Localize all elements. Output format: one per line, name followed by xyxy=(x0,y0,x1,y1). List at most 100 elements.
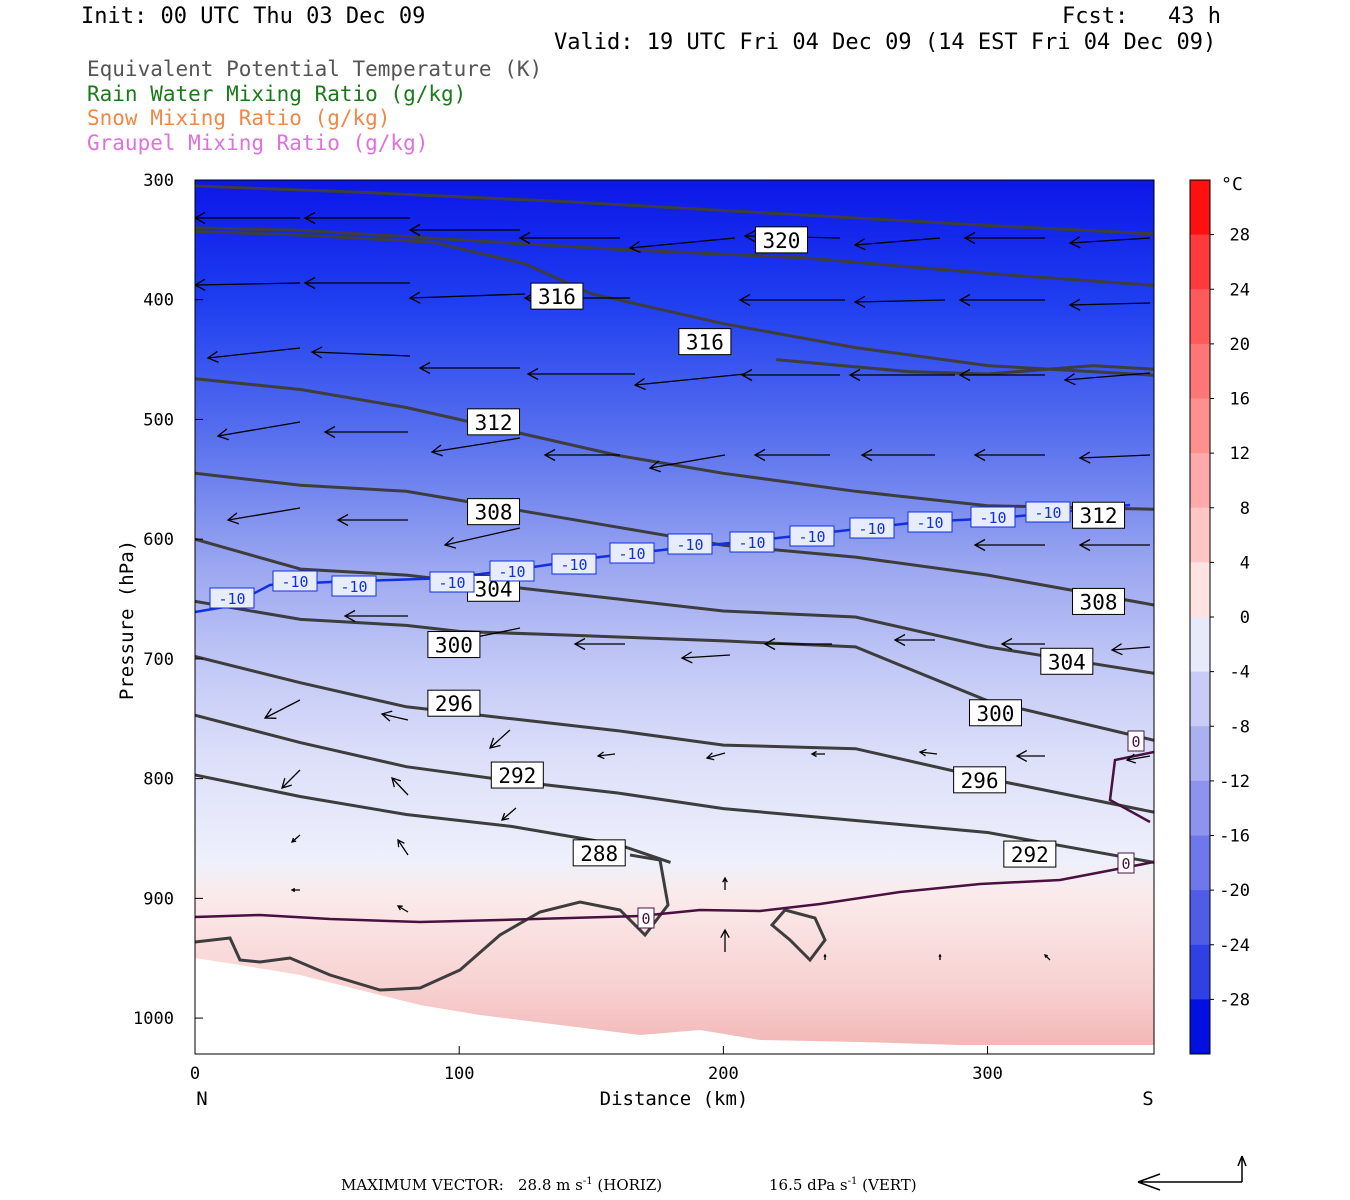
colorbar-label: 24 xyxy=(1230,280,1250,300)
wind-vector xyxy=(1125,753,1151,764)
contour-label-box xyxy=(530,282,584,310)
isotherm-label: -10 xyxy=(738,534,765,552)
colorbar-label: 4 xyxy=(1240,553,1250,573)
colorbar-label: 0 xyxy=(1240,608,1250,628)
y-tick-label: 600 xyxy=(143,530,174,550)
contour-label: 296 xyxy=(961,769,999,793)
wind-vector xyxy=(216,421,301,441)
contour-label-box xyxy=(1072,501,1126,529)
wind-vector xyxy=(633,373,746,391)
wind-vector xyxy=(303,276,410,290)
wind-vector xyxy=(573,637,625,651)
wind-vector xyxy=(848,368,955,382)
colorbar-label: 20 xyxy=(1230,335,1250,355)
contour-label: 316 xyxy=(686,331,724,355)
wind-vector xyxy=(408,291,526,304)
contour-label-box xyxy=(467,408,521,436)
contour-label: 296 xyxy=(435,692,473,716)
wind-vector xyxy=(408,223,520,237)
footer-vert-vector: 16.5 dPa s-1 (VERT) xyxy=(769,1176,917,1194)
isotherm-label-box xyxy=(1025,501,1071,523)
wind-vector xyxy=(973,448,1045,462)
wind-vector xyxy=(958,293,1045,307)
wind-vector xyxy=(380,710,409,722)
wind-vector xyxy=(206,347,301,363)
x-axis-label: Distance (km) xyxy=(600,1088,749,1110)
wind-vector xyxy=(1068,236,1151,249)
contour-label: 320 xyxy=(763,229,801,253)
contour-label: 312 xyxy=(1080,504,1118,528)
colorbar-unit: °C xyxy=(1221,174,1243,195)
colorbar-segment xyxy=(1190,398,1210,454)
theta-e-contour-308 xyxy=(195,471,1154,607)
wind-vector xyxy=(1000,637,1045,651)
colorbar-label: -4 xyxy=(1230,663,1250,683)
wind-vector xyxy=(853,295,946,308)
wind-vector xyxy=(290,887,300,893)
footer-max-vector-label: MAXIMUM VECTOR: xyxy=(341,1176,504,1194)
contour-label-box xyxy=(968,699,1022,727)
x-end-label-north: N xyxy=(196,1088,207,1110)
colorbar-segment xyxy=(1190,780,1210,836)
colorbar-segment xyxy=(1190,507,1210,563)
wind-vector xyxy=(738,293,845,307)
colorbar-segment xyxy=(1190,289,1210,345)
isotherm-label-box xyxy=(609,542,655,564)
y-tick-label: 700 xyxy=(143,650,174,670)
colorbar-segment xyxy=(1190,944,1210,1000)
wind-vector xyxy=(1044,954,1051,961)
isotherm-label: -10 xyxy=(798,528,825,546)
contour-label: 308 xyxy=(1080,590,1118,614)
isotherm-label-box xyxy=(1117,852,1135,874)
wind-vector xyxy=(1063,372,1151,386)
isotherm-label: -10 xyxy=(498,563,525,581)
wind-vector xyxy=(396,905,409,913)
isotherm-label-box xyxy=(729,531,775,553)
x-tick-label: 100 xyxy=(444,1064,475,1084)
plot-frame xyxy=(194,179,1155,1055)
isotherm-label: -10 xyxy=(979,509,1006,527)
legend-rain-water: Rain Water Mixing Ratio (g/kg) xyxy=(87,82,467,106)
theta-e-contour-316 xyxy=(195,230,1154,377)
temperature-fill xyxy=(195,180,1154,1054)
wind-vector xyxy=(226,507,301,525)
contour-label-box xyxy=(1003,840,1057,868)
colorbar-label: -16 xyxy=(1219,827,1250,847)
theta-e-contour-300 xyxy=(195,599,1154,742)
colorbar-label: 12 xyxy=(1230,444,1250,464)
theta-e-contour-320 xyxy=(195,226,1154,287)
contour-label-box xyxy=(427,689,481,717)
y-tick-label: 1000 xyxy=(133,1009,174,1029)
contour-label: 292 xyxy=(1011,843,1049,867)
x-tick-label: 0 xyxy=(190,1064,200,1084)
isotherm-label-box xyxy=(272,570,318,592)
colorbar-label: 8 xyxy=(1240,499,1250,519)
contour-label: 316 xyxy=(538,285,576,309)
wind-vector xyxy=(893,633,935,647)
y-axis-label: Pressure (hPa) xyxy=(116,540,138,700)
theta-e-contour-304 xyxy=(195,537,1154,675)
wind-vector xyxy=(1110,643,1151,656)
colorbar-label: 16 xyxy=(1230,390,1250,410)
isotherm-label: -10 xyxy=(858,520,885,538)
isotherm-label: 0 xyxy=(1131,733,1140,751)
isotherm-label-box xyxy=(849,517,895,539)
isotherm-label-box xyxy=(429,571,475,593)
isotherm-label: -10 xyxy=(281,573,308,591)
terrain-mask xyxy=(195,958,1154,1054)
isotherm-label-box xyxy=(907,511,953,533)
contour-label: 292 xyxy=(498,764,536,788)
contour-label-box xyxy=(754,226,808,254)
isotherm-label: -10 xyxy=(438,574,465,592)
colorbar-segment xyxy=(1190,890,1210,946)
isotherm-label-box xyxy=(789,525,835,547)
x-tick-label: 300 xyxy=(972,1064,1003,1084)
wind-vector xyxy=(596,751,616,760)
colorbar-segment xyxy=(1190,671,1210,727)
theta-e-contour-296 xyxy=(195,655,1154,814)
wind-vector xyxy=(518,231,620,245)
y-tick-label: 400 xyxy=(143,291,174,311)
y-tick-label: 500 xyxy=(143,410,174,430)
colorbar-segment xyxy=(1190,562,1210,618)
y-tick-label: 300 xyxy=(143,171,174,191)
